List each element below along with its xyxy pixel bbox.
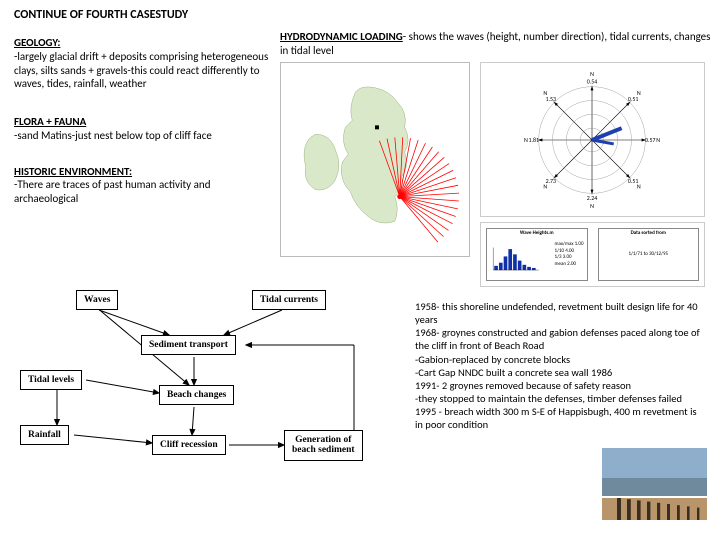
beach-svg bbox=[602, 448, 707, 520]
wh-stats: max/max 1.001/10 4.001/3 3.00mean 2.00 bbox=[555, 241, 584, 267]
node-rainfall: Rainfall bbox=[20, 425, 69, 445]
wave-heights-chart: Wave Heights.m max/max 1.001/10 4.001/3 … bbox=[486, 228, 588, 281]
svg-text:0.54: 0.54 bbox=[587, 78, 597, 86]
history-notes: 1958- this shoreline undefended, revetme… bbox=[415, 300, 705, 431]
hydro-head-bold: HYDRODYNAMIC LOADING bbox=[280, 30, 403, 43]
geology-body: -largely glacial drift + deposits compri… bbox=[14, 50, 268, 91]
svg-text:N: N bbox=[590, 70, 594, 78]
svg-text:N: N bbox=[524, 136, 528, 144]
data-sorted-chart: Data sorted from 1/1/71 to 30/12/95 bbox=[598, 228, 700, 281]
svg-text:1.53: 1.53 bbox=[546, 95, 556, 103]
flora-head: FLORA + FAUNA bbox=[14, 115, 86, 128]
svg-text:2.24: 2.24 bbox=[587, 194, 597, 202]
svg-text:1.81: 1.81 bbox=[529, 136, 539, 144]
svg-text:0.51: 0.51 bbox=[628, 177, 638, 185]
svg-text:N: N bbox=[590, 202, 594, 210]
page-title: CONTINUE OF FOURTH CASESTUDY bbox=[0, 0, 720, 22]
node-cliff: Cliff recession bbox=[152, 435, 226, 455]
wh-bars bbox=[489, 237, 544, 279]
wind-rose: N0.54N0.51N0.57N0.51N2.24N2.73N1.81N1.53 bbox=[480, 62, 705, 217]
historic-section: HISTORIC ENVIRONMENT: -There are traces … bbox=[14, 165, 274, 206]
flora-body: -sand Matins-just nest below top of clif… bbox=[14, 129, 212, 142]
ds-title: Data sorted from bbox=[599, 230, 699, 236]
flora-section: FLORA + FAUNA -sand Matins-just nest bel… bbox=[14, 115, 274, 143]
geology-head: GEOLOGY: bbox=[14, 36, 60, 49]
node-generation: Generation ofbeach sediment bbox=[284, 430, 363, 461]
hydro-heading: HYDRODYNAMIC LOADING- shows the waves (h… bbox=[280, 30, 720, 58]
node-tidal-levels: Tidal levels bbox=[20, 370, 82, 390]
geology-section: GEOLOGY: -largely glacial drift + deposi… bbox=[14, 36, 274, 91]
wh-title: Wave Heights.m bbox=[487, 230, 587, 236]
node-sediment: Sediment transport bbox=[141, 335, 236, 355]
node-tidal-currents: Tidal currents bbox=[252, 290, 326, 310]
uk-map bbox=[280, 62, 470, 257]
beach-photo bbox=[602, 448, 707, 520]
ds-line: 1/1/71 to 30/12/95 bbox=[599, 251, 699, 257]
svg-text:2.73: 2.73 bbox=[546, 177, 556, 185]
flowchart: Waves Tidal currents Sediment transport … bbox=[14, 285, 409, 485]
node-beach: Beach changes bbox=[159, 385, 234, 405]
map-svg bbox=[281, 63, 469, 256]
node-waves: Waves bbox=[76, 290, 118, 310]
historic-head: HISTORIC ENVIRONMENT: bbox=[14, 165, 132, 178]
svg-text:N: N bbox=[656, 136, 660, 144]
rose-svg: N0.54N0.51N0.57N0.51N2.24N2.73N1.81N1.53 bbox=[481, 63, 704, 216]
svg-text:0.51: 0.51 bbox=[628, 95, 638, 103]
historic-body: -There are traces of past human activity… bbox=[14, 178, 210, 205]
sub-charts: Wave Heights.m max/max 1.001/10 4.001/3 … bbox=[480, 222, 705, 287]
left-column: GEOLOGY: -largely glacial drift + deposi… bbox=[14, 36, 274, 226]
svg-text:0.57: 0.57 bbox=[645, 136, 655, 144]
